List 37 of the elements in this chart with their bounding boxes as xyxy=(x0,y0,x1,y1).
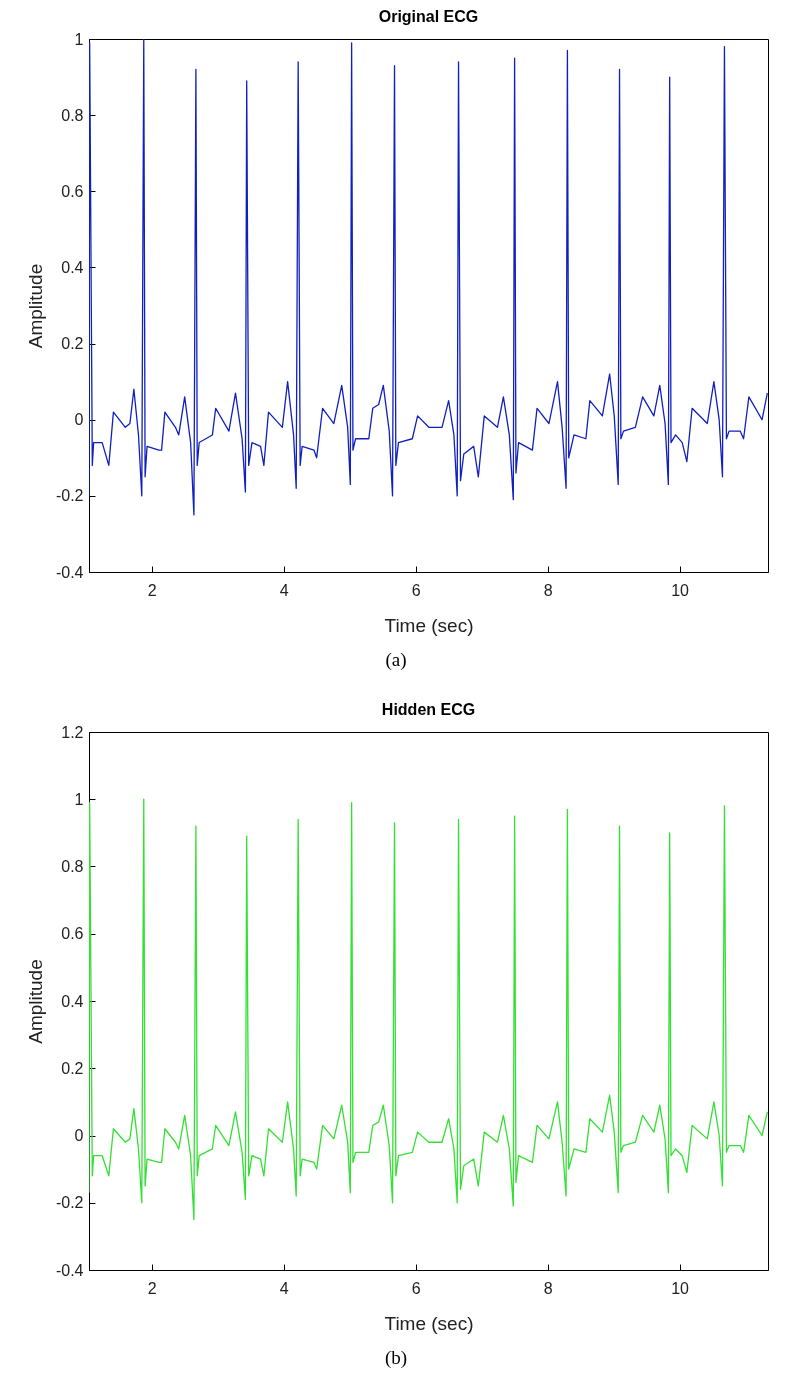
y-tick-label: -0.4 xyxy=(55,1261,84,1279)
x-tick-label: 2 xyxy=(147,1279,157,1297)
y-tick-label: -0.2 xyxy=(55,487,84,505)
x-tick-label: 8 xyxy=(543,1279,553,1297)
y-tick-label: 0.8 xyxy=(61,106,84,124)
x-axis-title: Time (sec) xyxy=(384,614,474,636)
text: (b) xyxy=(383,1346,409,1370)
y-axis-title: Amplitude xyxy=(24,959,46,1044)
x-tick-label: 10 xyxy=(671,1279,690,1297)
x-tick-label: 6 xyxy=(411,1279,421,1297)
y-axis-title: Amplitude xyxy=(24,263,46,349)
y-tick-label: 1 xyxy=(74,790,84,808)
y-tick-label: 0.6 xyxy=(61,925,84,943)
x-tick-label: 10 xyxy=(671,581,690,599)
y-tick-label: 1 xyxy=(74,30,84,48)
y-tick-label: 1.2 xyxy=(61,723,84,741)
y-tick-label: 0.4 xyxy=(61,258,84,276)
x-tick-label: 4 xyxy=(279,581,289,599)
line-series xyxy=(89,39,768,516)
line-series xyxy=(89,798,768,1221)
x-tick-label: 8 xyxy=(543,581,553,599)
x-tick-label: 6 xyxy=(411,581,421,599)
text: (a) xyxy=(384,648,408,672)
y-tick-label: -0.2 xyxy=(55,1194,84,1212)
x-tick-label: 4 xyxy=(279,1279,289,1297)
y-tick-label: 0 xyxy=(74,411,84,429)
y-tick-label: 0.4 xyxy=(61,992,84,1010)
y-tick-label: 0.8 xyxy=(61,858,84,875)
y-tick-label: 0.2 xyxy=(61,1059,84,1077)
y-tick-label: 0 xyxy=(74,1127,84,1144)
y-tick-label: 0.2 xyxy=(61,335,84,353)
y-tick-label: -0.4 xyxy=(55,563,84,581)
x-tick-label: 2 xyxy=(147,581,157,599)
chart-title: Hidden ECG xyxy=(381,701,476,718)
chart-title: Original ECG xyxy=(378,8,479,25)
y-tick-label: 0.6 xyxy=(61,182,84,200)
x-axis-title: Time (sec) xyxy=(384,1312,474,1334)
